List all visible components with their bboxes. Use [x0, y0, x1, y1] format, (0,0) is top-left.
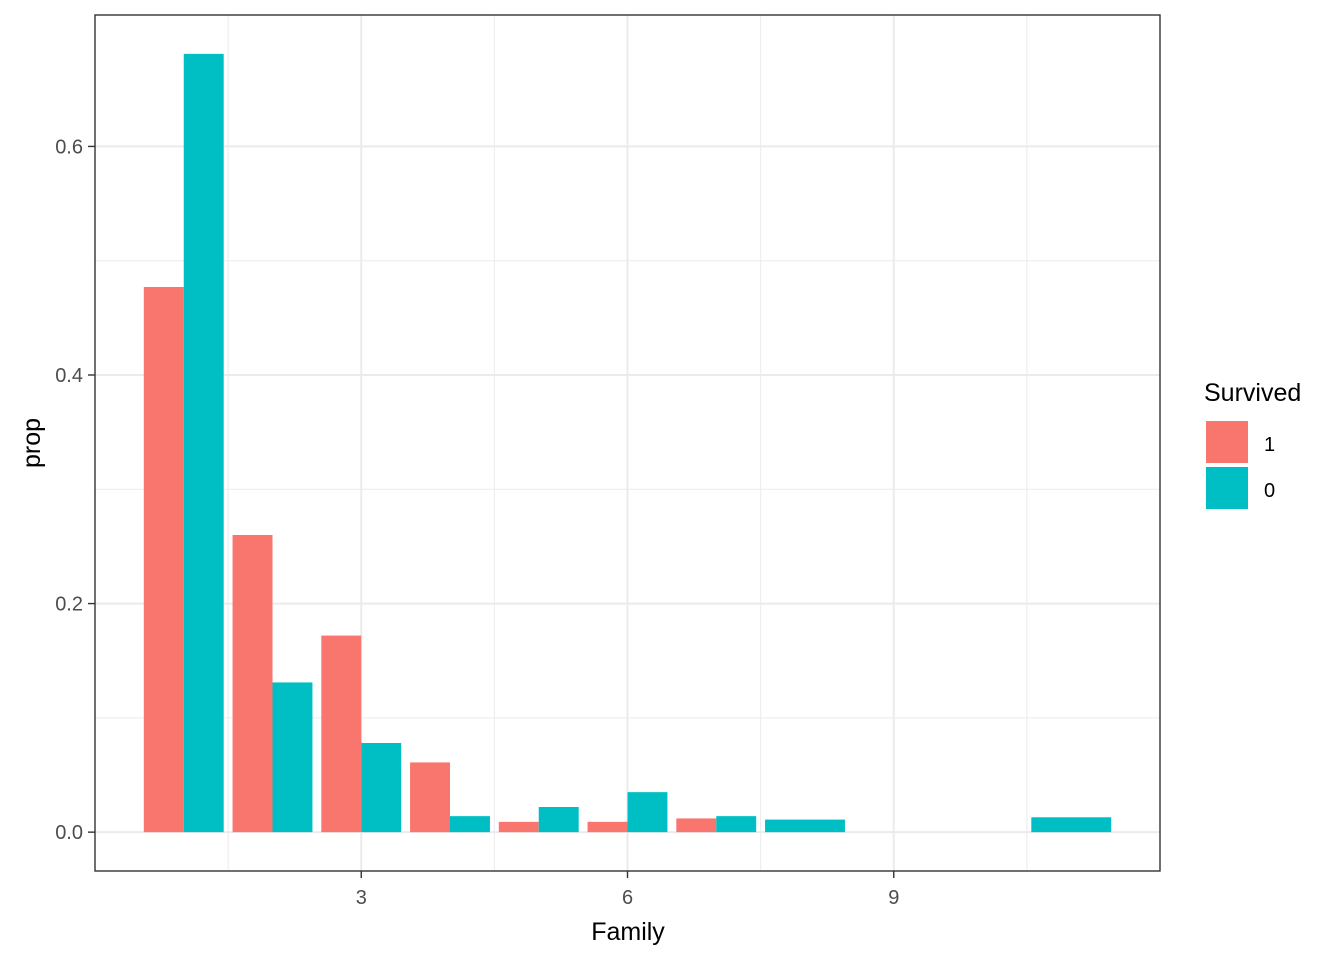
bar-survived-0-x6 [627, 792, 668, 833]
bar-survived-0-x5 [538, 807, 579, 833]
bar-survived-1-x6 [587, 821, 628, 833]
bar-survived-0-x4 [450, 816, 490, 833]
x-ticks: 3 6 9 [356, 871, 899, 909]
legend-key-0 [1206, 467, 1248, 509]
bar-survived-1-x5 [498, 821, 539, 833]
bar-survived-0-x1 [183, 53, 224, 833]
bar-survived-0-x3 [361, 743, 402, 833]
bar-survived-0-x2 [272, 682, 313, 833]
bar-survived-1-x4 [410, 762, 450, 833]
x-tick-label: 6 [622, 887, 633, 909]
y-tick-label: 0.0 [55, 822, 83, 844]
legend-key-1 [1206, 421, 1248, 463]
y-tick-label: 0.2 [55, 594, 83, 616]
legend: Survived 1 0 [1204, 379, 1301, 509]
bars [143, 53, 1112, 833]
bar-survived-0-x7 [716, 816, 757, 833]
legend-title: Survived [1204, 379, 1301, 407]
legend-label-1: 1 [1264, 434, 1275, 456]
x-tick-label: 3 [356, 887, 367, 909]
y-ticks: 0.0 0.2 0.4 0.6 [55, 136, 95, 844]
bar-survived-1-x1 [143, 287, 184, 833]
y-tick-label: 0.6 [55, 136, 83, 158]
legend-label-0: 0 [1264, 480, 1275, 502]
bar-survived-1-x2 [232, 535, 273, 833]
x-axis-title: Family [591, 918, 665, 946]
bar-survived-1-x3 [321, 635, 362, 833]
bar-survived-0-x11 [1031, 817, 1112, 833]
bar-survived-0-x8 [765, 819, 845, 833]
x-tick-label: 9 [888, 887, 899, 909]
y-axis-title: prop [18, 418, 46, 468]
y-tick-label: 0.4 [55, 365, 83, 387]
bar-survived-1-x7 [676, 818, 717, 833]
